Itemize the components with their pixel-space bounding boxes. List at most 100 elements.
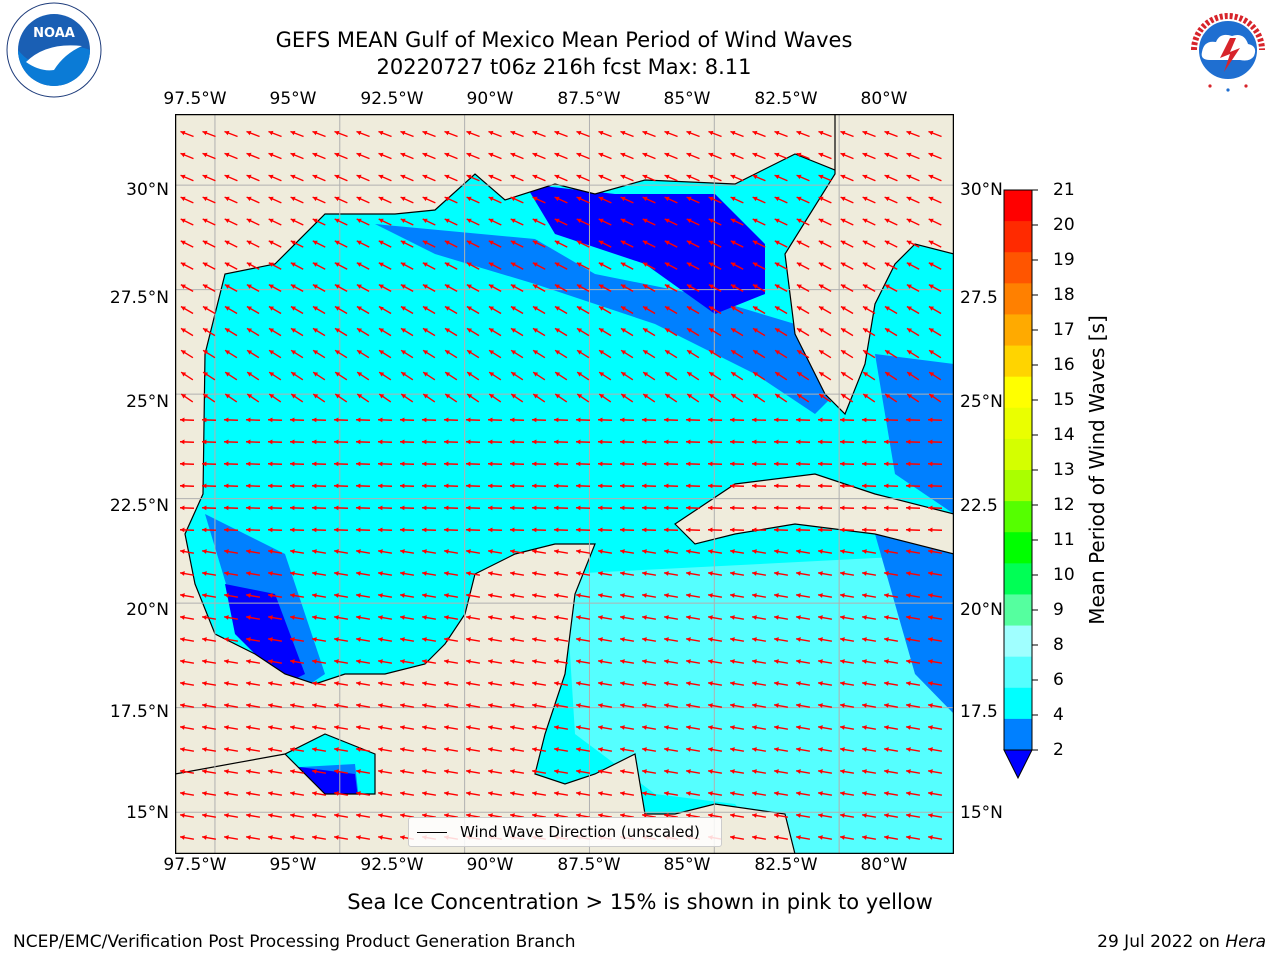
wave-direction-arrow bbox=[664, 393, 678, 403]
wave-direction-arrow bbox=[685, 527, 701, 533]
wave-direction-arrow bbox=[465, 483, 481, 489]
wave-direction-arrow bbox=[488, 371, 502, 381]
wave-direction-arrow bbox=[312, 327, 326, 337]
wave-direction-arrow bbox=[707, 813, 723, 818]
wave-direction-arrow bbox=[179, 483, 195, 489]
wave-direction-arrow bbox=[774, 196, 788, 204]
wave-direction-arrow bbox=[421, 417, 437, 423]
wave-direction-arrow bbox=[246, 174, 260, 182]
wave-direction-arrow bbox=[223, 681, 239, 686]
wave-direction-arrow bbox=[905, 703, 921, 708]
wave-direction-arrow bbox=[487, 593, 503, 598]
wave-direction-arrow bbox=[334, 130, 348, 138]
wave-direction-arrow bbox=[576, 174, 590, 182]
colorbar-tick-label: 4 bbox=[1053, 705, 1064, 725]
wave-direction-arrow bbox=[905, 791, 921, 796]
wave-direction-arrow bbox=[510, 393, 524, 403]
wave-direction-arrow bbox=[466, 240, 480, 248]
wave-direction-arrow bbox=[400, 174, 414, 182]
wave-direction-arrow bbox=[575, 549, 591, 554]
wave-direction-arrow bbox=[641, 615, 657, 620]
wave-direction-arrow bbox=[575, 637, 591, 642]
wave-direction-arrow bbox=[884, 218, 898, 226]
wave-direction-arrow bbox=[377, 835, 393, 840]
wave-direction-arrow bbox=[686, 152, 700, 160]
wave-direction-arrow bbox=[245, 681, 261, 686]
wave-direction-arrow bbox=[202, 240, 216, 248]
wave-direction-arrow bbox=[795, 571, 811, 576]
wave-direction-arrow bbox=[576, 240, 590, 248]
wave-direction-arrow bbox=[773, 637, 789, 642]
wave-direction-arrow bbox=[444, 152, 458, 160]
wave-direction-arrow bbox=[664, 262, 678, 270]
wave-direction-arrow bbox=[333, 417, 349, 423]
wave-direction-arrow bbox=[333, 615, 349, 620]
wave-direction-arrow bbox=[884, 152, 898, 160]
colorbar bbox=[1003, 189, 1038, 780]
wave-direction-arrow bbox=[443, 725, 459, 730]
wave-direction-arrow bbox=[707, 461, 723, 467]
wave-direction-arrow bbox=[840, 262, 854, 270]
wave-direction-arrow bbox=[180, 218, 194, 226]
wave-direction-arrow bbox=[202, 371, 216, 381]
wave-direction-arrow bbox=[553, 483, 569, 489]
wave-direction-arrow bbox=[532, 262, 546, 270]
wave-direction-arrow bbox=[289, 461, 305, 467]
wave-direction-arrow bbox=[708, 284, 722, 292]
wave-direction-arrow bbox=[223, 527, 239, 533]
wave-direction-arrow bbox=[817, 769, 833, 774]
wave-direction-arrow bbox=[818, 371, 832, 381]
wave-direction-arrow bbox=[224, 174, 238, 182]
wave-direction-arrow bbox=[751, 791, 767, 796]
wave-direction-arrow bbox=[751, 725, 767, 730]
wave-direction-arrow bbox=[928, 152, 942, 160]
wave-direction-arrow bbox=[223, 703, 239, 708]
wave-direction-arrow bbox=[773, 659, 789, 664]
x-tick-bottom: 80°W bbox=[860, 855, 908, 875]
wave-direction-arrow bbox=[333, 813, 349, 818]
colorbar-tick-label: 17 bbox=[1053, 320, 1075, 340]
wave-direction-arrow bbox=[488, 174, 502, 182]
wave-direction-arrow bbox=[356, 240, 370, 248]
wave-direction-arrow bbox=[268, 393, 282, 403]
wave-direction-arrow bbox=[795, 681, 811, 686]
wave-direction-arrow bbox=[421, 549, 437, 554]
wave-direction-arrow bbox=[597, 637, 613, 642]
wave-direction-arrow bbox=[730, 327, 744, 337]
wave-direction-arrow bbox=[905, 593, 921, 598]
wave-direction-arrow bbox=[444, 327, 458, 337]
wave-direction-arrow bbox=[686, 130, 700, 138]
date-stamp: 29 Jul 2022 on Hera bbox=[1097, 932, 1266, 952]
wave-direction-arrow bbox=[311, 417, 327, 423]
wave-direction-arrow bbox=[663, 681, 679, 686]
wave-direction-arrow bbox=[532, 305, 546, 315]
wave-direction-arrow bbox=[620, 152, 634, 160]
wave-direction-arrow bbox=[311, 505, 327, 511]
wave-direction-arrow bbox=[796, 152, 810, 160]
wave-direction-arrow bbox=[532, 284, 546, 292]
wave-direction-arrow bbox=[312, 262, 326, 270]
wave-direction-arrow bbox=[663, 813, 679, 818]
wave-direction-arrow bbox=[509, 527, 525, 533]
wave-direction-arrow bbox=[597, 681, 613, 686]
wave-direction-arrow bbox=[421, 813, 437, 818]
wave-direction-arrow bbox=[707, 681, 723, 686]
wave-direction-arrow bbox=[531, 505, 547, 511]
wave-direction-arrow bbox=[290, 174, 304, 182]
wave-direction-arrow bbox=[795, 461, 811, 467]
wave-direction-arrow bbox=[400, 218, 414, 226]
wave-direction-arrow bbox=[795, 813, 811, 818]
wave-direction-arrow bbox=[597, 593, 613, 598]
wave-direction-arrow bbox=[840, 174, 854, 182]
wave-direction-arrow bbox=[774, 371, 788, 381]
wave-direction-arrow bbox=[861, 439, 877, 445]
wave-direction-arrow bbox=[377, 681, 393, 686]
wave-direction-arrow bbox=[575, 615, 591, 620]
wave-direction-arrow bbox=[927, 549, 943, 554]
wave-direction-arrow bbox=[443, 461, 459, 467]
wave-direction-arrow bbox=[245, 483, 261, 489]
wave-direction-arrow bbox=[531, 769, 547, 774]
wave-direction-arrow bbox=[795, 835, 811, 840]
wave-direction-arrow bbox=[487, 813, 503, 818]
wave-direction-arrow bbox=[883, 747, 899, 752]
